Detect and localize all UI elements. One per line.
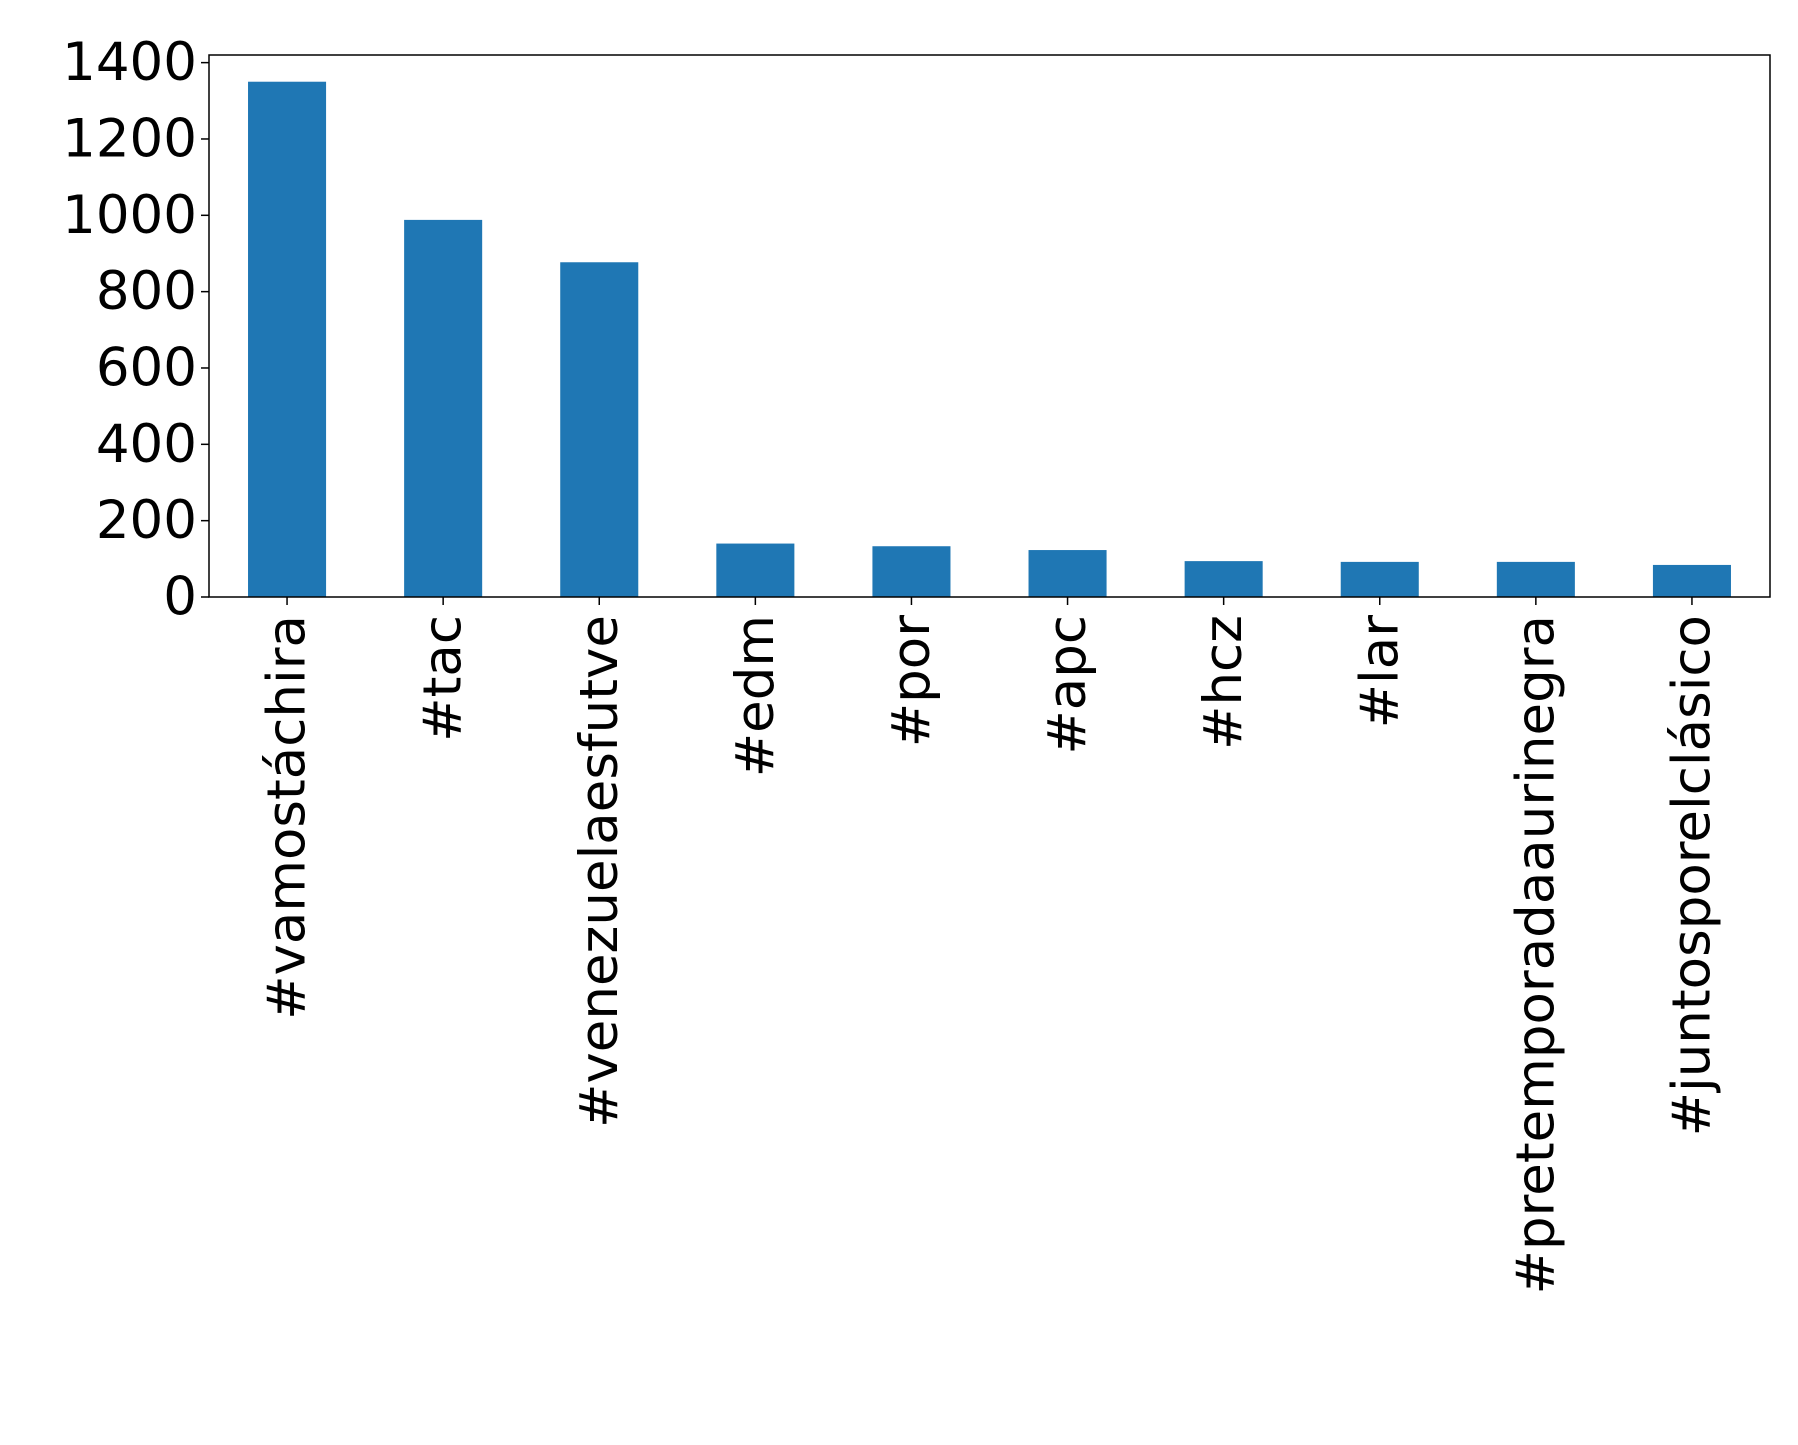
y-tick-label: 200 <box>96 490 197 551</box>
y-tick-label: 1000 <box>62 185 197 246</box>
x-tick-label: #juntosporelclásico <box>1661 615 1722 1136</box>
y-tick-label: 1200 <box>62 108 197 169</box>
bar <box>1652 564 1731 597</box>
bar <box>248 81 327 597</box>
bars-group <box>248 81 1731 597</box>
bar <box>872 546 951 597</box>
y-tick-label: 0 <box>163 567 197 628</box>
x-tick-label: #edm <box>725 615 786 777</box>
x-tick-label: #por <box>881 615 942 747</box>
y-tick-label: 400 <box>96 414 197 475</box>
bar <box>560 262 639 597</box>
bar <box>1340 561 1419 597</box>
x-tick-label: #lar <box>1349 615 1410 729</box>
x-tick-label: #vamostáchira <box>257 615 318 1020</box>
x-tick-label: #hcz <box>1193 615 1254 750</box>
y-tick-label: 800 <box>96 261 197 322</box>
y-tick-label: 1400 <box>62 32 197 93</box>
x-tick-label: #venezuelaesfutve <box>569 615 630 1128</box>
y-axis: 0 200 400 600 800 1000 1200 1400 <box>62 32 209 628</box>
bar <box>404 219 483 597</box>
bar <box>1028 550 1107 597</box>
bar <box>1496 561 1575 597</box>
bar <box>1184 561 1263 597</box>
y-tick-label: 600 <box>96 337 197 398</box>
bar <box>716 543 795 597</box>
x-axis: #vamostáchira #tac #venezuelaesfutve #edm #p… <box>257 597 1722 1294</box>
x-tick-label: #pretemporadaaurinegra <box>1505 615 1566 1294</box>
plot-area-frame <box>208 54 1771 598</box>
x-tick-label: #apc <box>1037 615 1098 755</box>
x-tick-label: #tac <box>413 615 474 742</box>
